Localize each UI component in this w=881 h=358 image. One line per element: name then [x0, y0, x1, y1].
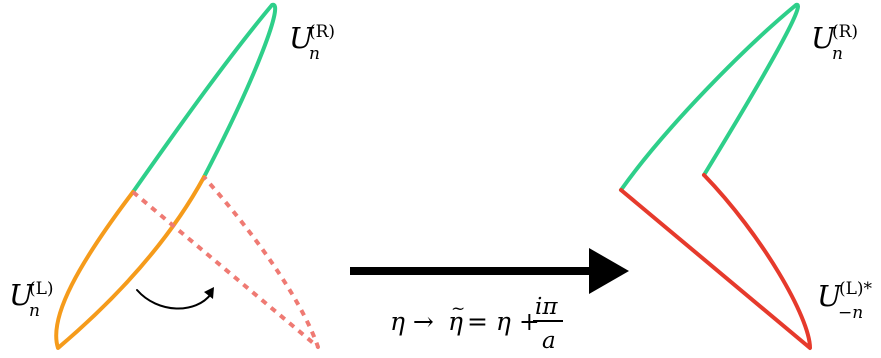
transformation-denominator: a	[542, 328, 556, 354]
label-right-lower-contour: U	[817, 279, 843, 313]
left-upper-contour-green	[131, 2, 278, 194]
label-left-upper-contour-subscript: n	[309, 44, 320, 64]
transformation-arrow-panel	[350, 248, 629, 294]
transformation-tilde-mark: ~	[451, 299, 465, 319]
transformation-middle: = η +	[467, 307, 540, 336]
label-right-upper-contour-superscript: (R)	[832, 22, 858, 42]
original-contour-panel	[54, 2, 320, 350]
transformation-numerator: iπ	[535, 294, 558, 320]
label-left-upper-contour-superscript: (R)	[309, 22, 335, 42]
left-reflected-contour-dashed	[131, 175, 320, 349]
label-left-lower-contour-superscript: (L)	[29, 279, 54, 299]
right-upper-contour-green	[619, 2, 800, 192]
transformation-lhs: η →	[390, 307, 434, 336]
label-left-lower-contour: U	[9, 278, 35, 312]
label-right-upper-contour: U	[811, 21, 837, 55]
rotation-curved-arrow	[136, 289, 212, 310]
label-right-upper-contour-subscript: n	[832, 44, 843, 64]
label-left-lower-contour-subscript: n	[29, 301, 40, 321]
left-lower-contour-orange	[54, 175, 206, 350]
label-right-lower-contour-subscript: −n	[838, 303, 863, 323]
label-left-upper-contour: U	[289, 21, 315, 55]
label-right-lower-contour-superscript: (L)*	[839, 279, 873, 299]
rotation-arrow-head	[204, 287, 214, 299]
transformation-eta-tilde: η	[448, 307, 463, 336]
right-lower-contour-red	[619, 173, 812, 350]
transformed-contour-panel	[619, 2, 812, 350]
transformation-main-arrow-head	[589, 248, 629, 294]
